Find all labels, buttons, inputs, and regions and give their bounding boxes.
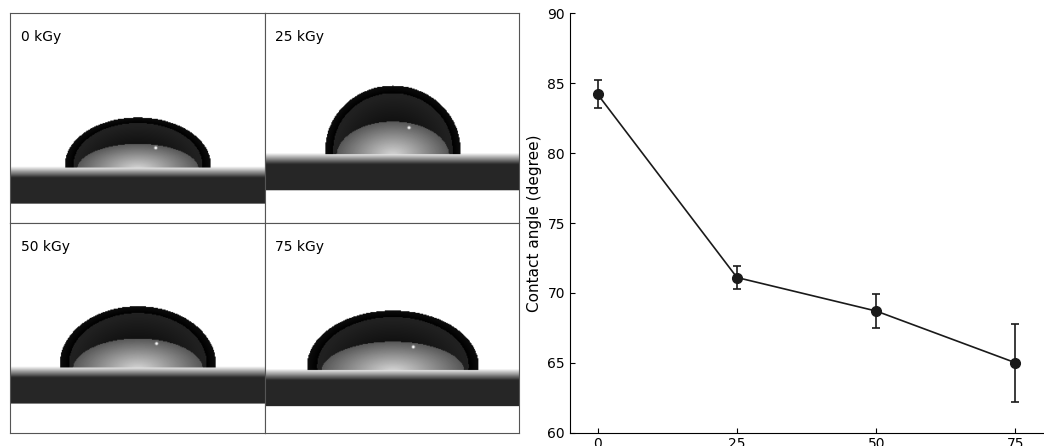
Y-axis label: Contact angle (degree): Contact angle (degree): [527, 134, 542, 312]
Text: 0 kGy: 0 kGy: [21, 30, 61, 44]
Text: 50 kGy: 50 kGy: [21, 240, 70, 254]
Text: 25 kGy: 25 kGy: [275, 30, 324, 44]
Text: 75 kGy: 75 kGy: [275, 240, 324, 254]
